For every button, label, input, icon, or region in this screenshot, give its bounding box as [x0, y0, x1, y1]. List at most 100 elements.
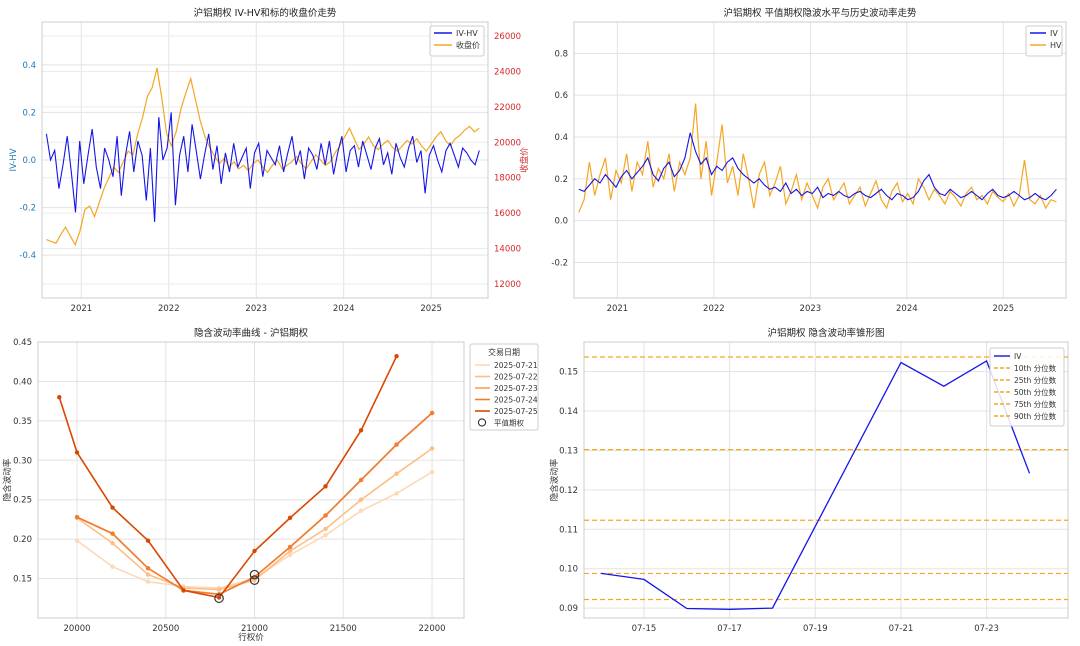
- smile-point: [57, 395, 62, 400]
- y-tick-label: 0.14: [559, 407, 578, 417]
- smile-point: [216, 595, 222, 600]
- smile-point: [429, 469, 435, 475]
- y2-tick-label: 18000: [494, 174, 521, 184]
- x-tick-label: 07-19: [803, 624, 828, 634]
- y-tick-label: 0.20: [13, 535, 32, 545]
- legend-title: 交易日期: [488, 347, 520, 357]
- y-axis-label: IV-HV: [9, 148, 19, 171]
- y-tick-label: 0.12: [559, 486, 578, 496]
- legend-label: IV: [1014, 352, 1022, 361]
- smile-point: [323, 526, 328, 532]
- y-tick-label: -0.2: [551, 258, 568, 268]
- x-tick-label: 21000: [241, 624, 268, 634]
- y2-tick-label: 14000: [494, 244, 521, 254]
- smile-point: [394, 353, 399, 359]
- y-tick-label: 0.35: [13, 417, 32, 427]
- legend-label: 2025-07-24: [494, 396, 538, 405]
- legend-label: 平值期权: [494, 418, 524, 428]
- atm-marker: [249, 569, 260, 580]
- plot-frame: [37, 341, 465, 619]
- x-tick-label: 07-21: [889, 624, 914, 634]
- y-tick-label: 0.30: [13, 456, 32, 466]
- smile-point: [110, 540, 115, 546]
- chart-iv-smile: 隐含波动率曲线 - 沪铝期权 20000 20500 21000 21500 22000 0…: [2, 327, 539, 643]
- y-tick-label: 0.15: [13, 575, 32, 585]
- legend-atm-marker: [477, 418, 487, 427]
- x-tick-label: 2025: [992, 304, 1014, 314]
- smile-point: [287, 548, 293, 554]
- smile-point: [358, 508, 364, 513]
- x-tick-label: 22000: [419, 624, 446, 634]
- legend-label: 2025-07-22: [494, 373, 538, 382]
- y2-tick-label: 26000: [494, 32, 521, 42]
- series-line-hv: [578, 103, 1057, 213]
- y-tick-label: 0.0: [22, 156, 36, 166]
- plot-frame: [573, 21, 1067, 299]
- smile-point: [145, 579, 151, 584]
- smile-line: [58, 355, 398, 599]
- y-tick-label: -0.4: [19, 251, 36, 261]
- smile-point: [429, 446, 435, 451]
- y-tick-label: 0.6: [554, 91, 568, 101]
- smile-point: [74, 450, 80, 455]
- x-tick-label: 2022: [703, 304, 725, 314]
- smile-point: [181, 588, 186, 593]
- y-tick-label: 0.15: [559, 368, 578, 378]
- smile-point: [323, 484, 328, 489]
- chart-iv-cone: 沪铝期权 隐含波动率锥形图 07-15 07-17 07-19 07-21 07-23 0.…: [549, 327, 1069, 634]
- y-tick-label: 0.2: [554, 175, 568, 185]
- smile-point: [358, 428, 364, 433]
- legend-label: IV-HV: [456, 29, 478, 38]
- chart-iv-hv-price: 沪铝期权 IV-HV和标的收盘价走势 2021 2022 2023 2024 2025 -0…: [9, 7, 530, 314]
- x-tick-label: 07-17: [717, 624, 742, 634]
- smile-point: [252, 548, 257, 554]
- legend-label: IV: [1050, 29, 1058, 38]
- x-tick-label: 07-15: [632, 624, 657, 634]
- x-axis-label: 行权价: [238, 632, 264, 643]
- x-tick-label: 21500: [330, 624, 357, 634]
- chart-title: 沪铝期权 IV-HV和标的收盘价走势: [194, 7, 337, 19]
- plot-frame: [41, 21, 489, 299]
- legend-label: HV: [1050, 41, 1062, 50]
- x-tick-label: 20000: [64, 624, 91, 634]
- smile-point: [145, 572, 151, 577]
- y2-tick-label: 20000: [494, 138, 521, 148]
- chart-title: 沪铝期权 平值期权隐波水平与历史波动率走势: [723, 7, 917, 19]
- smile-point: [287, 515, 293, 521]
- y2-tick-label: 22000: [494, 103, 521, 113]
- smile-point: [394, 491, 399, 496]
- series-line-iv-hv: [45, 112, 480, 222]
- legend-label: 25th 分位数: [1014, 375, 1057, 385]
- x-tick-label: 20500: [152, 624, 179, 634]
- legend-label: 75th 分位数: [1014, 399, 1057, 409]
- y-tick-label: 0.10: [559, 565, 578, 575]
- y-tick-label: -0.2: [19, 204, 36, 214]
- smile-point: [287, 552, 293, 558]
- x-tick-label: 2022: [158, 304, 180, 314]
- x-tick-label: 2023: [800, 304, 822, 314]
- y-tick-label: 0.11: [559, 525, 578, 535]
- y-tick-label: 0.4: [22, 61, 36, 71]
- smile-point: [394, 442, 399, 447]
- chart-title: 隐含波动率曲线 - 沪铝期权: [194, 327, 308, 339]
- x-tick-label: 2024: [333, 304, 355, 314]
- y2-tick-label: 24000: [494, 68, 521, 78]
- legend-label: 收盘价: [456, 40, 480, 50]
- legend-label: 2025-07-23: [494, 384, 538, 393]
- x-tick-label: 2025: [420, 304, 442, 314]
- y2-tick-label: 12000: [494, 280, 521, 290]
- x-tick-label: 2023: [245, 304, 267, 314]
- y-tick-label: 0.45: [13, 338, 32, 348]
- smile-point: [358, 497, 364, 502]
- legend-label: 50th 分位数: [1014, 387, 1057, 397]
- smile-point: [429, 410, 435, 416]
- x-tick-label: 2021: [71, 304, 93, 314]
- smile-point: [145, 566, 151, 571]
- smile-point: [74, 538, 80, 543]
- smile-point: [394, 471, 399, 476]
- x-tick-label: 07-23: [974, 624, 999, 634]
- atm-marker: [249, 575, 260, 585]
- smile-point: [323, 513, 328, 518]
- y-tick-label: 0.40: [13, 377, 32, 387]
- x-tick-label: 2024: [896, 304, 918, 314]
